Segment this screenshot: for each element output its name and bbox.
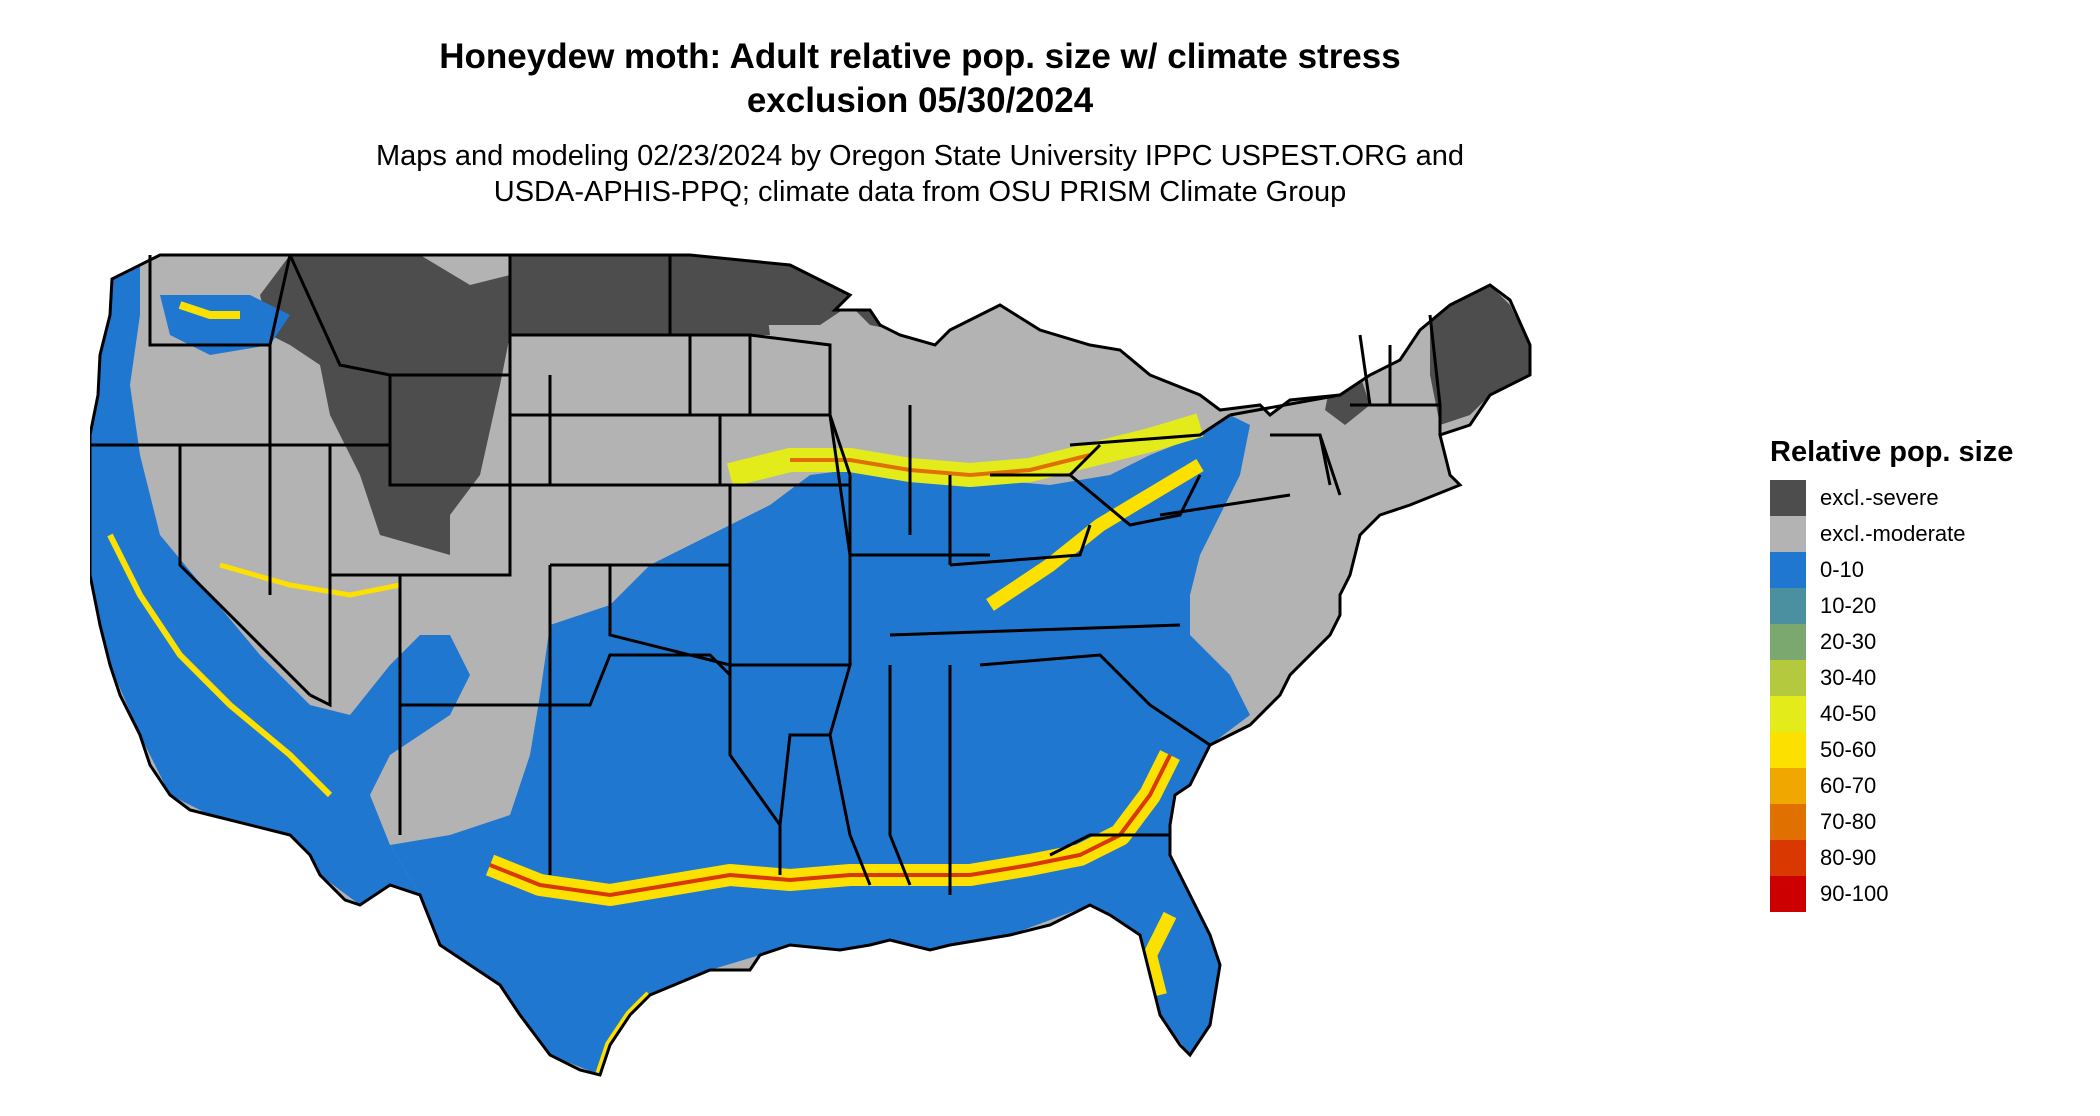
- legend-swatch: [1770, 696, 1806, 732]
- legend-swatch: [1770, 768, 1806, 804]
- legend-label: 60-70: [1820, 773, 1877, 798]
- map-title-line-2: exclusion 05/30/2024: [746, 81, 1094, 120]
- legend-swatch: [1770, 480, 1806, 516]
- region-excl-severe-maine: [1430, 285, 1530, 425]
- legend-label: 90-100: [1820, 881, 1889, 906]
- band-50-60-appalachian: [986, 458, 1204, 611]
- legend-label: 0-10: [1820, 557, 1865, 582]
- map-title-line-1: Honeydew moth: Adult relative pop. size …: [439, 37, 1401, 76]
- legend-label: 10-20: [1820, 593, 1877, 618]
- legend-label: 50-60: [1820, 737, 1877, 762]
- legend-label: 30-40: [1820, 665, 1877, 690]
- legend-label: 40-50: [1820, 701, 1877, 726]
- us-population-map: [90, 253, 1532, 1077]
- legend-label: 70-80: [1820, 809, 1877, 834]
- legend-swatch: [1770, 876, 1806, 912]
- legend-swatch: [1770, 804, 1806, 840]
- legend-swatch: [1770, 516, 1806, 552]
- region-0-10-west-coast: [90, 255, 470, 905]
- legend-swatch: [1770, 624, 1806, 660]
- legend-label: excl.-severe: [1820, 485, 1939, 510]
- map-subtitle-line-2: USDA-APHIS-PPQ; climate data from OSU PR…: [493, 176, 1347, 208]
- band-60-80-ohio-valley: [790, 453, 1091, 478]
- state-borders: [90, 253, 1532, 1077]
- map-legend: Relative pop. size excl.-severe excl.-mod…: [1770, 434, 2014, 912]
- legend-label: excl.-moderate: [1820, 521, 1966, 546]
- map-subtitle-line-1: Maps and modeling 02/23/2024 by Oregon S…: [375, 140, 1465, 172]
- band-40-60-great-basin: [219, 562, 401, 598]
- legend-swatch: [1770, 588, 1806, 624]
- band-40-60-california: [107, 533, 333, 798]
- band-50-60-florida: [1142, 911, 1177, 997]
- legend-swatch: [1770, 732, 1806, 768]
- region-excl-severe-plains: [510, 255, 770, 335]
- legend-swatch: [1770, 660, 1806, 696]
- legend-label: 20-30: [1820, 629, 1877, 654]
- legend-label: 80-90: [1820, 845, 1877, 870]
- legend-swatch: [1770, 552, 1806, 588]
- band-70-90-gulf: [489, 754, 1172, 898]
- legend-swatch: [1770, 840, 1806, 876]
- band-40-60-washington: [178, 301, 240, 319]
- legend-title: Relative pop. size: [1770, 436, 2014, 468]
